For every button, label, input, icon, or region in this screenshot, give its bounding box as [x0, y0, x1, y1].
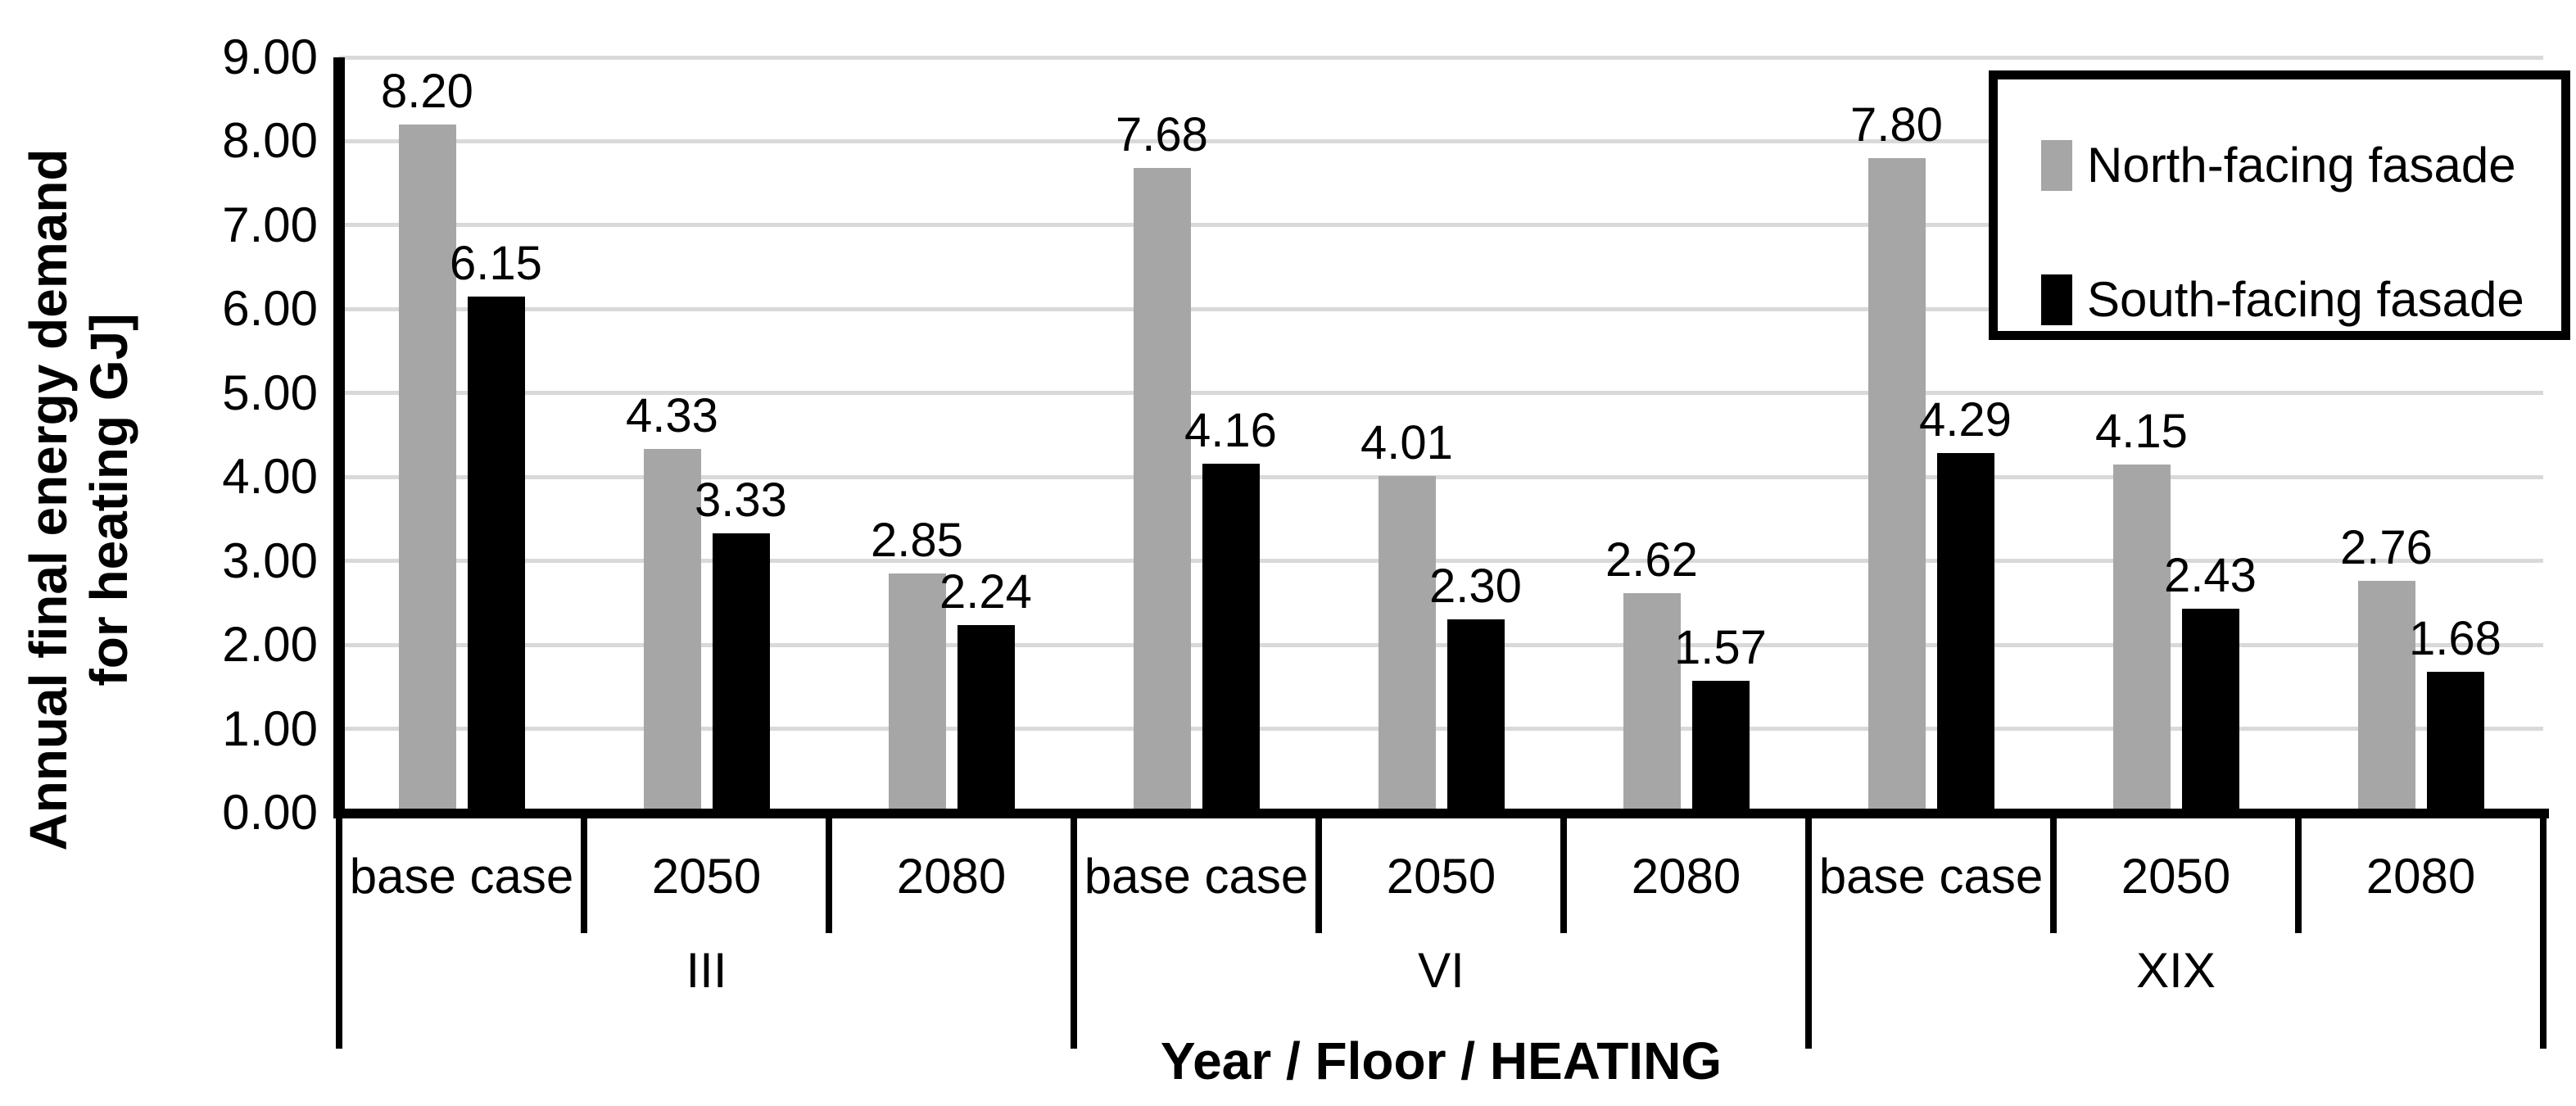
- subcategory-label: base case: [1084, 849, 1309, 904]
- category-tick: [2295, 818, 2302, 933]
- group-label: III: [686, 943, 727, 998]
- bar-south: [1202, 463, 1260, 813]
- gridline: [339, 642, 2543, 647]
- bar-value-label: 3.33: [695, 473, 787, 527]
- bar-value-label: 8.20: [381, 64, 473, 118]
- subcategory-label: base case: [349, 849, 574, 904]
- bar-south: [957, 624, 1015, 813]
- subcategory-label: 2080: [896, 849, 1007, 904]
- bar-north: [643, 449, 701, 813]
- gridline: [339, 474, 2543, 479]
- bar-south: [2181, 609, 2239, 813]
- gridline: [339, 391, 2543, 396]
- subcategory-label: 2050: [2121, 849, 2231, 904]
- y-tick-label: 3.00: [222, 533, 318, 588]
- y-tick-label: 2.00: [222, 617, 318, 673]
- subcategory-label: 2050: [1386, 849, 1496, 904]
- bar-value-label: 4.01: [1360, 416, 1453, 470]
- bar-value-label: 1.57: [1674, 621, 1767, 675]
- subcategory-label: base case: [1818, 849, 2044, 904]
- gridline: [339, 559, 2543, 564]
- bar-north: [398, 124, 456, 813]
- bar-value-label: 2.30: [1429, 560, 1522, 614]
- y-axis-title-line1: Annual final energy demand: [19, 148, 78, 851]
- bar-value-label: 2.43: [2164, 549, 2257, 603]
- group-boundary-tick: [1071, 818, 1077, 1049]
- x-axis-title: Year / Floor / HEATING: [1160, 1031, 1723, 1090]
- group-boundary-tick: [336, 818, 342, 1049]
- y-axis-title-line2: for heating GJ]: [79, 313, 138, 687]
- category-tick: [1560, 818, 1567, 933]
- x-axis-line: [333, 809, 2549, 818]
- legend-swatch-north: [2041, 140, 2072, 191]
- y-tick-label: 6.00: [222, 281, 318, 337]
- category-tick: [826, 818, 832, 933]
- bar-north: [888, 573, 946, 813]
- bar-north: [1867, 157, 1926, 813]
- group-label: VI: [1418, 943, 1465, 998]
- bar-south: [1936, 452, 1994, 813]
- gridline: [339, 223, 2543, 228]
- gridline: [339, 55, 2543, 60]
- subcategory-label: 2050: [651, 849, 762, 904]
- bar-value-label: 2.62: [1605, 533, 1698, 587]
- category-tick: [2050, 818, 2057, 933]
- gridline: [339, 727, 2543, 732]
- bar-value-label: 4.29: [1919, 392, 2012, 446]
- group-boundary-tick: [1805, 818, 1812, 1049]
- y-tick-label: 7.00: [222, 197, 318, 252]
- group-boundary-tick: [2540, 818, 2547, 1049]
- bar-north: [2357, 581, 2415, 813]
- bar-north: [1133, 168, 1191, 813]
- bar-north: [1623, 592, 1681, 813]
- bar-south: [2426, 671, 2484, 813]
- subcategory-label: 2080: [2365, 849, 2476, 904]
- bar-north: [2112, 464, 2171, 813]
- category-tick: [581, 818, 587, 933]
- bar-south: [1446, 619, 1505, 813]
- group-label: XIX: [2136, 943, 2216, 998]
- bar-value-label: 2.76: [2340, 521, 2433, 575]
- gridline: [339, 306, 2543, 311]
- subcategory-label: 2080: [1631, 849, 1741, 904]
- legend-box: North-facing fasade South-facing fasade: [1989, 70, 2570, 340]
- bar-south: [1691, 681, 1750, 813]
- bar-value-label: 2.24: [939, 564, 1032, 619]
- bar-north: [1378, 476, 1436, 813]
- y-tick-label: 9.00: [222, 29, 318, 84]
- legend-label: South-facing fasade: [2087, 272, 2524, 327]
- bar-value-label: 6.15: [450, 236, 542, 290]
- y-tick-label: 5.00: [222, 365, 318, 420]
- category-tick: [1315, 818, 1322, 933]
- bar-value-label: 2.85: [871, 514, 963, 568]
- bar-value-label: 7.80: [1850, 97, 1943, 152]
- bar-south: [467, 296, 525, 813]
- y-tick-label: 1.00: [222, 700, 318, 756]
- bar-value-label: 4.16: [1184, 403, 1277, 457]
- bar-value-label: 4.33: [626, 389, 718, 443]
- y-tick-label: 8.00: [222, 113, 318, 169]
- bar-south: [712, 533, 770, 813]
- y-axis-line: [333, 57, 345, 818]
- y-tick-label: 0.00: [222, 785, 318, 840]
- bar-value-label: 1.68: [2409, 611, 2501, 665]
- y-tick-label: 4.00: [222, 449, 318, 505]
- bar-value-label: 7.68: [1116, 108, 1208, 162]
- bar-value-label: 4.15: [2095, 404, 2188, 458]
- legend-label: North-facing fasade: [2087, 138, 2516, 193]
- gridline: [339, 138, 2543, 143]
- y-axis-title: Annual final energy demand for heating G…: [18, 148, 139, 850]
- legend-swatch-south: [2041, 274, 2072, 325]
